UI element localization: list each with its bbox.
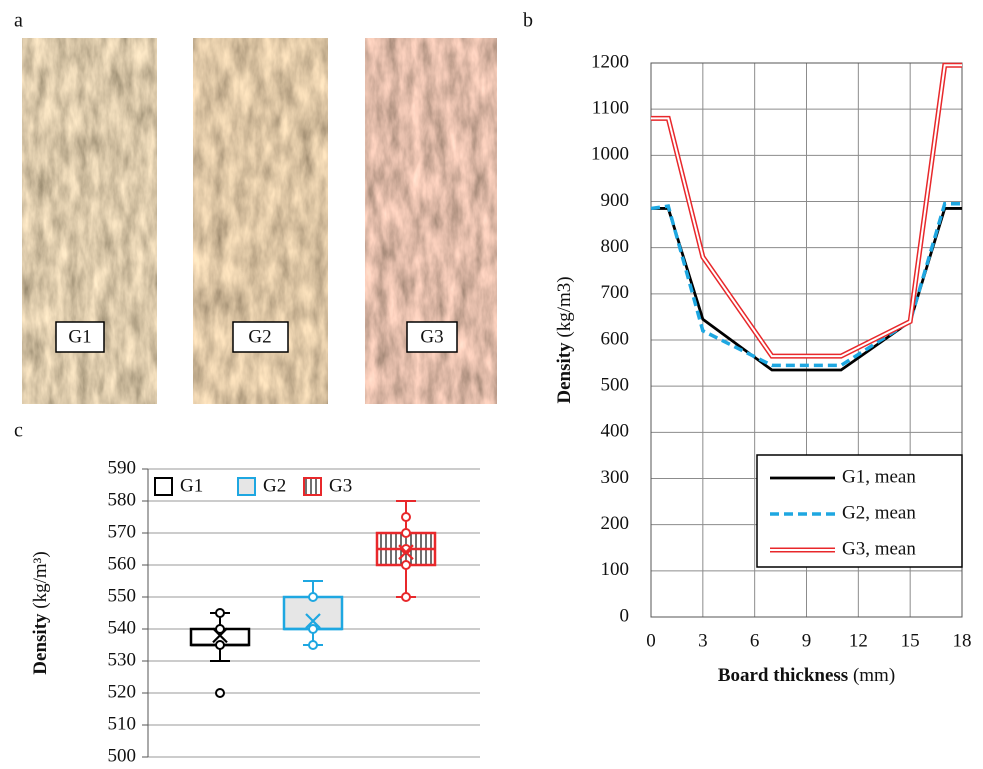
photo-label-box bbox=[55, 321, 105, 353]
data-point bbox=[215, 640, 225, 650]
y-tick-label: 1100 bbox=[592, 98, 629, 119]
y-tick-label: 200 bbox=[601, 513, 630, 534]
photo-panel: G1 G2 G3 bbox=[22, 38, 497, 404]
data-point bbox=[215, 624, 225, 634]
x-axis-label: Board thickness (mm) bbox=[718, 665, 895, 686]
data-point bbox=[308, 640, 318, 650]
y-tick-label: 1000 bbox=[591, 144, 629, 165]
axis-label-main: Density bbox=[554, 342, 575, 404]
y-tick-label: 560 bbox=[108, 553, 137, 574]
plot-frame bbox=[650, 62, 963, 618]
x-tick-label: 12 bbox=[849, 630, 868, 651]
photo-label-box bbox=[232, 321, 289, 353]
legend-label: G2 bbox=[263, 475, 286, 496]
x-tick-label: 3 bbox=[698, 630, 708, 651]
axis-label-unit: (kg/m³) bbox=[30, 551, 51, 608]
x-tick-label: 9 bbox=[802, 630, 812, 651]
y-tick-label: 570 bbox=[108, 521, 137, 542]
outlier bbox=[215, 688, 225, 698]
x-tick-label: 18 bbox=[953, 630, 972, 651]
axis-label-main: Density bbox=[30, 613, 51, 675]
legend-label: G3 bbox=[329, 475, 352, 496]
x-tick-label: 6 bbox=[750, 630, 760, 651]
axis-label-main: Board thickness bbox=[718, 665, 848, 686]
legend-swatch bbox=[303, 477, 322, 496]
legend-swatch bbox=[154, 477, 173, 496]
y-tick-label: 540 bbox=[108, 617, 137, 638]
axis-label-unit: (mm) bbox=[853, 665, 895, 686]
y-tick-label: 100 bbox=[601, 559, 630, 580]
photo-label: G3 bbox=[420, 326, 443, 347]
y-tick-label: 520 bbox=[108, 681, 137, 702]
photo-label: G1 bbox=[68, 326, 91, 347]
data-point bbox=[401, 592, 411, 602]
mean-marker bbox=[305, 613, 321, 629]
x-tick-label: 15 bbox=[901, 630, 920, 651]
y-tick-label: 500 bbox=[108, 745, 137, 766]
line-series bbox=[651, 207, 962, 372]
legend-label: G1, mean bbox=[842, 466, 916, 487]
y-tick-label: 300 bbox=[601, 467, 630, 488]
y-tick-label: 590 bbox=[108, 457, 137, 478]
data-point bbox=[401, 528, 411, 538]
legend-swatch bbox=[237, 477, 256, 496]
panel-label: a bbox=[14, 10, 23, 32]
legend-label: G1 bbox=[180, 475, 203, 496]
y-tick-label: 510 bbox=[108, 713, 137, 734]
line-core bbox=[651, 64, 962, 358]
y-tick-label: 900 bbox=[601, 190, 630, 211]
data-point bbox=[215, 608, 225, 618]
y-tick-label: 600 bbox=[601, 328, 630, 349]
mean-marker bbox=[398, 544, 414, 560]
axis-label-unit: (kg/m3) bbox=[554, 276, 575, 337]
data-point bbox=[308, 592, 318, 602]
y-axis-label: Density (kg/m3) bbox=[554, 276, 575, 403]
data-point bbox=[308, 624, 318, 634]
photo-label-box bbox=[406, 321, 458, 353]
mean-marker bbox=[212, 627, 228, 644]
y-tick-label: 580 bbox=[108, 489, 137, 510]
y-tick-label: 700 bbox=[601, 282, 630, 303]
photo-label: G2 bbox=[248, 326, 271, 347]
y-tick-label: 1200 bbox=[591, 51, 629, 72]
y-tick-label: 550 bbox=[108, 585, 137, 606]
y-tick-label: 530 bbox=[108, 649, 137, 670]
y-tick-label: 800 bbox=[601, 236, 630, 257]
legend-label: G2, mean bbox=[842, 502, 916, 523]
y-tick-label: 0 bbox=[620, 605, 630, 626]
panel-label: b bbox=[523, 10, 533, 32]
data-point bbox=[401, 512, 411, 522]
y-axis-label: Density (kg/m³) bbox=[30, 551, 51, 674]
panel-label: c bbox=[14, 420, 23, 442]
line-series bbox=[650, 202, 962, 368]
data-point bbox=[401, 560, 411, 570]
legend-label: G3, mean bbox=[842, 538, 916, 559]
y-tick-label: 500 bbox=[601, 375, 630, 396]
y-tick-label: 400 bbox=[601, 421, 630, 442]
x-tick-label: 0 bbox=[646, 630, 656, 651]
